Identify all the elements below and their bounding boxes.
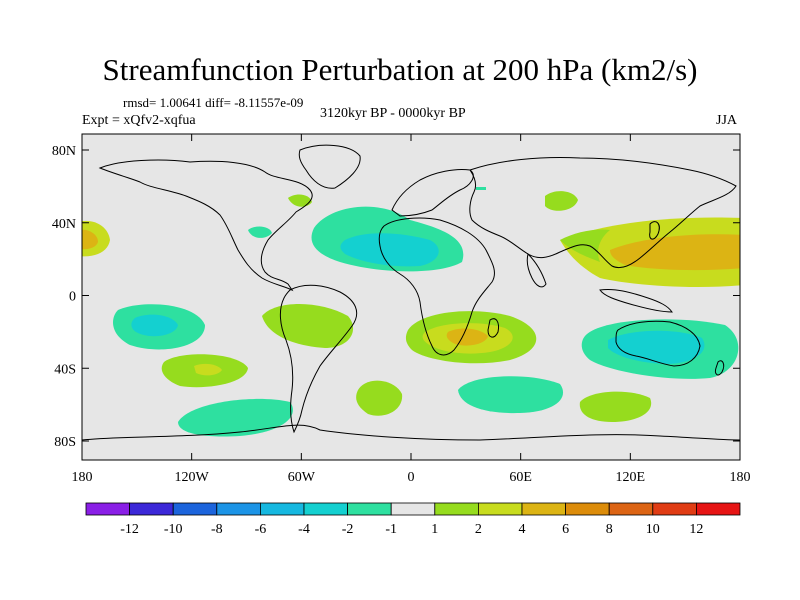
- experiment-label: Expt = xQfv2-xqfua: [82, 113, 196, 128]
- contour-fill-layer: [82, 187, 740, 437]
- colorbar: -12 -10 -8 -6 -4 -2 -1 1 2 4 6 8 10 12: [85, 502, 741, 537]
- colorbar-label: 12: [689, 522, 703, 537]
- colorbar-swatch: [696, 502, 741, 516]
- contour-region-s-africa-core: [446, 328, 488, 346]
- contour-region-s-indian-east: [579, 391, 652, 422]
- colorbar-swatch: [565, 502, 610, 516]
- lon-label: 0: [408, 470, 415, 485]
- colorbar-swatch: [652, 502, 697, 516]
- lat-label: 0: [69, 290, 76, 305]
- lon-label: 120E: [616, 470, 646, 485]
- colorbar-label: -1: [385, 522, 397, 537]
- colorbar-swatch: [172, 502, 218, 516]
- colorbar-swatch: [477, 502, 523, 516]
- period-label: 3120kyr BP - 0000kyr BP: [320, 106, 466, 121]
- colorbar-swatch: [259, 502, 305, 516]
- colorbar-swatch: [347, 502, 392, 516]
- colorbar-label: -4: [298, 522, 310, 537]
- contour-region-central-asia: [545, 191, 578, 211]
- coast-asia: [469, 157, 737, 269]
- coast-antarctica: [82, 424, 740, 441]
- coast-japan: [649, 221, 660, 240]
- coast-africa: [378, 217, 495, 356]
- colorbar-label: 6: [562, 522, 569, 537]
- contour-region-pacific-north-core: [610, 234, 740, 271]
- lon-label: 180: [72, 470, 93, 485]
- contour-region-s-indian: [458, 376, 564, 414]
- season-label: JJA: [716, 113, 738, 128]
- lat-label: 80N: [52, 144, 76, 159]
- colorbar-swatch: [85, 502, 130, 516]
- colorbar-swatch: [129, 502, 174, 516]
- contour-region-arctic-dot: [476, 187, 486, 190]
- stats-label: rmsd= 1.00641 diff= -8.11557e-09: [123, 95, 304, 110]
- lon-label: 60E: [509, 470, 532, 485]
- colorbar-label: 4: [519, 522, 526, 537]
- lat-label: 40N: [52, 217, 76, 232]
- colorbar-swatch: [390, 502, 436, 516]
- coast-greenland: [298, 144, 361, 189]
- colorbar-swatch: [216, 502, 261, 516]
- contour-region-greatlakes: [288, 194, 312, 207]
- lat-label: 40S: [54, 362, 76, 377]
- coast-madagascar: [487, 318, 499, 338]
- colorbar-label: -2: [342, 522, 354, 537]
- coast-europe: [391, 169, 474, 217]
- lon-label: 120W: [175, 470, 210, 485]
- colorbar-swatch: [521, 502, 566, 516]
- colorbar-label: -8: [211, 522, 223, 537]
- coast-new-zealand: [715, 360, 725, 376]
- colorbar-swatch: [303, 502, 348, 516]
- colorbar-label: -10: [164, 522, 183, 537]
- colorbar-label: -6: [255, 522, 267, 537]
- coast-north-america: [98, 159, 313, 292]
- colorbar-swatch: [608, 502, 654, 516]
- map-title: Streamfunction Perturbation at 200 hPa (…: [102, 52, 698, 87]
- latitude-axis: 80N 40N 0 40S 80S: [52, 144, 740, 450]
- colorbar-label: -12: [120, 522, 139, 537]
- contour-region-s-pacific-west-core: [131, 314, 178, 337]
- longitude-axis: 180 120W 60W 0 60E 120E 180: [72, 134, 751, 485]
- coast-india: [526, 253, 547, 288]
- contour-region-pacific-north-edge: [560, 229, 610, 262]
- contour-region-atlantic-africa-core: [340, 233, 439, 267]
- colorbar-label: 10: [646, 522, 660, 537]
- colorbar-label: 1: [431, 522, 438, 537]
- coast-indonesia: [599, 289, 673, 313]
- colorbar-label: 8: [606, 522, 613, 537]
- colorbar-swatch: [434, 502, 479, 516]
- coast-australia: [615, 320, 701, 367]
- contour-region-atlantic-w: [248, 226, 272, 238]
- contour-region-antarctic-pacific: [178, 398, 293, 437]
- lon-label: 180: [730, 470, 751, 485]
- contour-region-s-pacific-mid-core: [194, 363, 222, 376]
- contour-region-s-atlantic-small: [356, 380, 403, 416]
- coast-south-america: [279, 284, 358, 434]
- contour-region-australia-core: [608, 330, 705, 364]
- coastline-layer: [82, 144, 740, 441]
- contour-region-dateline-west-core: [82, 229, 98, 250]
- lon-label: 60W: [288, 470, 316, 485]
- colorbar-label: 2: [475, 522, 482, 537]
- lat-label: 80S: [54, 435, 76, 450]
